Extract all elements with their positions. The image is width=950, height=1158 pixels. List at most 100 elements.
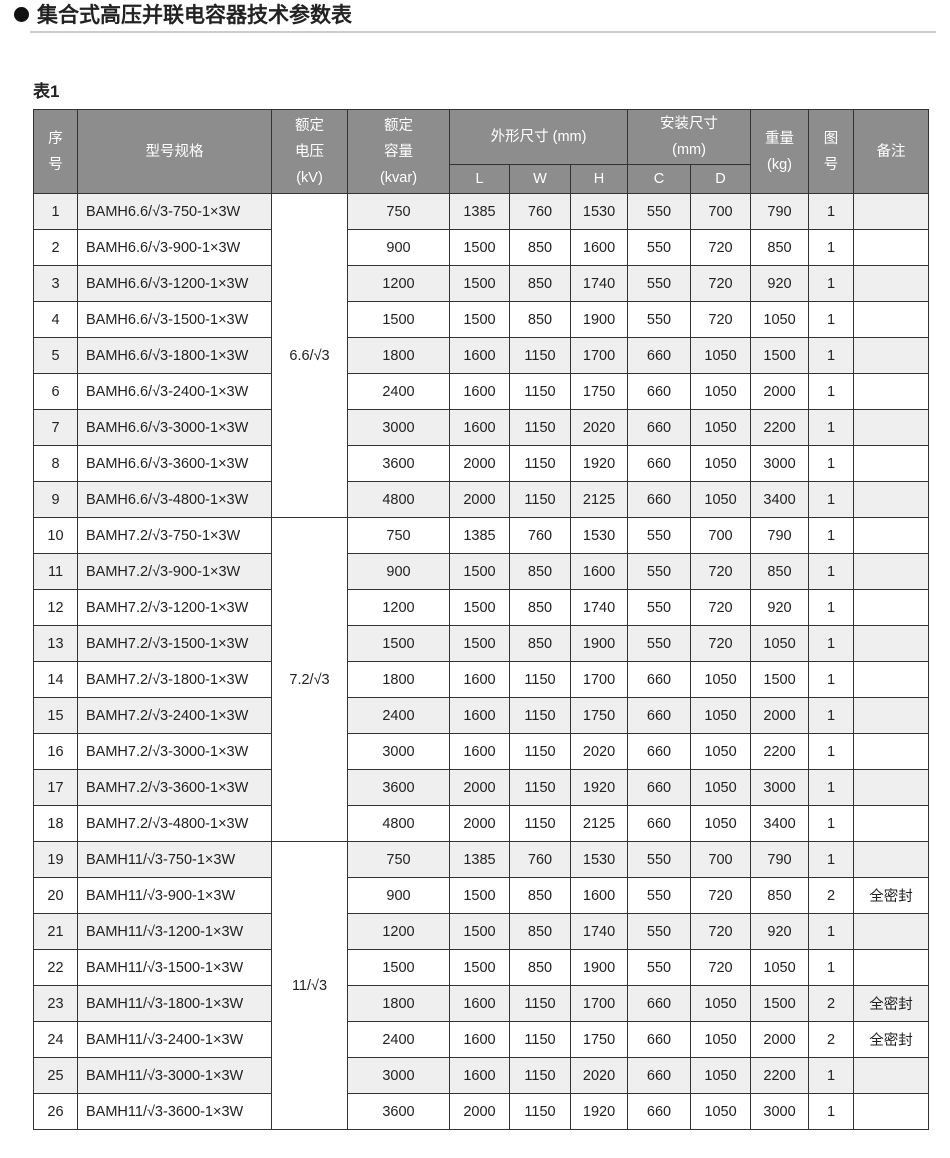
- cell-l: 1500: [449, 265, 510, 302]
- cell-fig: 1: [808, 733, 855, 770]
- cell-weight: 1050: [750, 301, 810, 338]
- table-row: 22 BAMH11/√3-1500-1×3W 1500 1500 850 1900 550 7…: [33, 949, 930, 986]
- cell-w: 850: [509, 301, 571, 338]
- cell-note: [853, 517, 930, 554]
- cell-l: 2000: [449, 445, 510, 482]
- cell-d: 720: [690, 913, 752, 950]
- cell-w: 760: [509, 517, 571, 554]
- cell-l: 1600: [449, 373, 510, 410]
- cell-c: 550: [627, 229, 692, 266]
- cell-c: 660: [627, 445, 692, 482]
- cell-capacity: 4800: [347, 481, 450, 518]
- cell-seq: 26: [33, 1093, 78, 1130]
- cell-h: 1900: [569, 949, 629, 986]
- cell-w: 1150: [509, 445, 571, 482]
- cell-seq: 25: [33, 1057, 78, 1094]
- header-w: W: [509, 164, 571, 194]
- header-line: 图号: [823, 130, 839, 173]
- cell-h: 1920: [569, 769, 629, 806]
- cell-seq: 16: [33, 733, 78, 770]
- cell-note: [853, 697, 930, 734]
- cell-seq: 18: [33, 805, 78, 842]
- header-line: 容量: [384, 143, 413, 160]
- cell-model: BAMH11/√3-3000-1×3W: [77, 1057, 272, 1094]
- cell-seq: 8: [33, 445, 78, 482]
- cell-capacity: 1500: [347, 625, 450, 662]
- cell-h: 1900: [569, 625, 629, 662]
- cell-weight: 850: [750, 553, 810, 590]
- cell-c: 660: [627, 733, 692, 770]
- cell-w: 850: [509, 913, 571, 950]
- header-line: (mm): [672, 142, 706, 158]
- cell-d: 720: [690, 301, 752, 338]
- cell-capacity: 1800: [347, 985, 450, 1022]
- cell-l: 1385: [449, 193, 510, 230]
- cell-capacity: 750: [347, 193, 450, 230]
- cell-h: 1740: [569, 265, 629, 302]
- cell-note: [853, 625, 930, 662]
- cell-c: 550: [627, 265, 692, 302]
- header-fig: 图号: [808, 109, 855, 194]
- cell-note: [853, 265, 930, 302]
- cell-h: 1900: [569, 301, 629, 338]
- cell-seq: 14: [33, 661, 78, 698]
- header-voltage: 额定 电压 (kV): [271, 109, 348, 194]
- cell-model: BAMH11/√3-1800-1×3W: [77, 985, 272, 1022]
- cell-fig: 1: [808, 193, 855, 230]
- header-model: 型号规格: [77, 109, 272, 194]
- cell-w: 1150: [509, 805, 571, 842]
- cell-h: 1700: [569, 337, 629, 374]
- cell-model: BAMH11/√3-900-1×3W: [77, 877, 272, 914]
- table-row: 5 BAMH6.6/√3-1800-1×3W 1800 1600 1150 1700 660…: [33, 337, 930, 374]
- cell-w: 850: [509, 553, 571, 590]
- cell-l: 1600: [449, 409, 510, 446]
- header-line: 重量: [765, 130, 795, 147]
- cell-l: 1500: [449, 589, 510, 626]
- cell-weight: 3000: [750, 769, 810, 806]
- table-row: 15 BAMH7.2/√3-2400-1×3W 2400 1600 1150 1750 66…: [33, 697, 930, 734]
- cell-model: BAMH6.6/√3-750-1×3W: [77, 193, 272, 230]
- cell-model: BAMH6.6/√3-4800-1×3W: [77, 481, 272, 518]
- cell-c: 660: [627, 409, 692, 446]
- cell-w: 850: [509, 877, 571, 914]
- cell-note: [853, 733, 930, 770]
- cell-seq: 12: [33, 589, 78, 626]
- spec-table: 序号 型号规格 额定 电压 (kV) 额定 容量 (kvar) 外形尺寸 (mm) 安装尺寸 (mm…: [33, 109, 930, 1130]
- header-line: 额定: [384, 117, 413, 134]
- cell-l: 1500: [449, 553, 510, 590]
- cell-seq: 22: [33, 949, 78, 986]
- cell-weight: 2000: [750, 373, 810, 410]
- cell-voltage: 11/√3: [271, 841, 348, 1130]
- table-row: 11 BAMH7.2/√3-900-1×3W 900 1500 850 1600 550 72…: [33, 553, 930, 590]
- header-weight: 重量 (kg): [750, 109, 810, 194]
- cell-l: 1385: [449, 841, 510, 878]
- cell-c: 550: [627, 625, 692, 662]
- cell-weight: 1050: [750, 625, 810, 662]
- cell-model: BAMH6.6/√3-3600-1×3W: [77, 445, 272, 482]
- cell-note: 全密封: [853, 985, 930, 1022]
- cell-model: BAMH11/√3-3600-1×3W: [77, 1093, 272, 1130]
- cell-model: BAMH7.2/√3-3600-1×3W: [77, 769, 272, 806]
- cell-note: [853, 913, 930, 950]
- cell-model: BAMH7.2/√3-3000-1×3W: [77, 733, 272, 770]
- cell-model: BAMH7.2/√3-1800-1×3W: [77, 661, 272, 698]
- cell-h: 1530: [569, 193, 629, 230]
- header-line: 电压: [295, 143, 324, 160]
- cell-d: 1050: [690, 1093, 752, 1130]
- cell-c: 660: [627, 697, 692, 734]
- cell-w: 850: [509, 229, 571, 266]
- cell-d: 1050: [690, 1021, 752, 1058]
- table-row: 6 BAMH6.6/√3-2400-1×3W 2400 1600 1150 1750 660…: [33, 373, 930, 410]
- cell-seq: 19: [33, 841, 78, 878]
- cell-l: 1600: [449, 661, 510, 698]
- cell-d: 1050: [690, 409, 752, 446]
- cell-note: [853, 301, 930, 338]
- cell-weight: 920: [750, 589, 810, 626]
- cell-seq: 4: [33, 301, 78, 338]
- cell-model: BAMH6.6/√3-900-1×3W: [77, 229, 272, 266]
- cell-note: [853, 589, 930, 626]
- cell-c: 550: [627, 913, 692, 950]
- cell-d: 1050: [690, 733, 752, 770]
- cell-weight: 3400: [750, 805, 810, 842]
- cell-note: [853, 805, 930, 842]
